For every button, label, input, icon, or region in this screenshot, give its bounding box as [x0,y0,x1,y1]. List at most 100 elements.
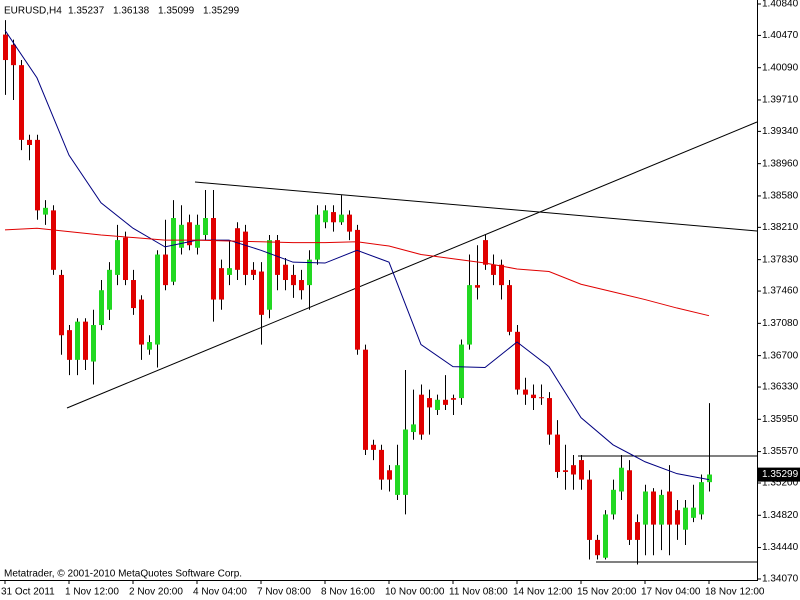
last-price-label: 1.35299 [762,469,799,480]
candle-body [219,268,224,300]
candle-body [171,218,176,282]
candle-body [283,264,288,281]
x-tick-label: 1 Nov 12:00 [65,587,119,598]
candle-body [395,465,400,495]
candle-body [619,467,624,492]
candle-body [435,399,440,410]
y-tick-label: 1.34440 [762,542,799,553]
x-tick-label: 7 Nov 08:00 [257,587,311,598]
header-open: 1.35237 [68,6,105,17]
y-tick-label: 1.35950 [762,414,799,425]
candle-body [59,274,64,336]
y-tick-label: 1.40470 [762,30,799,41]
candle-body [499,264,504,286]
candle-body [563,470,568,472]
candle-body [659,494,664,525]
candle-body [155,254,160,345]
candle-body [595,539,600,556]
candle-body [467,285,472,345]
candle-body [547,398,552,435]
candle-body [635,522,640,540]
candle-body [123,237,128,281]
candle-body [211,218,216,300]
candle-body [371,444,376,450]
y-tick-label: 1.39710 [762,95,799,106]
candle-body [99,290,104,326]
candle-body [355,229,360,350]
candle-body [571,465,576,475]
candle-body [643,491,648,525]
candle-body [51,210,56,270]
candle-body [507,285,512,332]
candle-body [3,34,8,61]
candle-body [411,424,416,433]
y-tick-label: 1.34070 [762,574,799,585]
candle-body [523,389,528,395]
candle-body [323,210,328,223]
trend-line [66,121,758,409]
candle-body [11,44,16,66]
candle-body [187,222,192,246]
candle-body [131,280,136,309]
candle-body [147,342,152,350]
candle-body [107,269,112,310]
candle-body [483,240,488,265]
y-tick-label: 1.40840 [762,0,799,10]
candle-body [515,331,520,390]
x-tick-label: 4 Nov 04:00 [193,587,247,598]
x-tick-label: 14 Nov 12:00 [513,587,573,598]
plot [3,20,712,565]
y-tick-label: 1.38960 [762,158,799,169]
candle-body [331,212,336,223]
candle-body [115,240,120,275]
x-tick-label: 17 Nov 04:00 [641,587,701,598]
candle-body [339,214,344,223]
candle-body [691,507,696,518]
candle-body [307,259,312,286]
candle-body [387,470,392,480]
x-tick-label: 8 Nov 16:00 [321,587,375,598]
candle-body [579,460,584,480]
candle-body [91,325,96,362]
candle-body [43,207,48,215]
x-tick-label: 18 Nov 12:00 [705,587,765,598]
candle-body [19,65,24,140]
candle-body [315,214,320,260]
candle-body [451,398,456,400]
y-tick-label: 1.35570 [762,446,799,457]
candle-body [299,280,304,291]
candle-body [427,398,432,408]
candle-body [475,285,480,288]
candle-body [603,514,608,558]
y-tick-label: 1.40090 [762,62,799,73]
watermark: Metatrader, © 2001-2010 MetaQuotes Softw… [4,569,242,580]
candle-body [75,321,80,360]
y-tick-label: 1.38210 [762,222,799,233]
y-tick-label: 1.37080 [762,318,799,329]
x-tick-label: 10 Nov 00:00 [385,587,445,598]
candle-body [275,240,280,275]
y-tick-label: 1.38580 [762,191,799,202]
candle-body [675,510,680,525]
candle-body [67,330,72,360]
candle-body [587,479,592,540]
candle-body [419,394,424,435]
candle-body [699,482,704,515]
y-tick-label: 1.37460 [762,286,799,297]
y-tick-label: 1.34820 [762,510,799,521]
candle-body [35,139,40,211]
header-low: 1.35099 [158,6,195,17]
candle-body [83,321,88,360]
x-tick-label: 11 Nov 08:00 [449,587,508,598]
candle-body [651,491,656,525]
candle-body [707,474,712,483]
candle-body [403,429,408,495]
candle-body [683,507,688,530]
x-tick-label: 2 Nov 20:00 [129,587,183,598]
candle-body [363,349,368,450]
candle-body [267,240,272,310]
candle-body [179,224,184,248]
candle-body [611,489,616,515]
y-tick-label: 1.37830 [762,254,799,265]
